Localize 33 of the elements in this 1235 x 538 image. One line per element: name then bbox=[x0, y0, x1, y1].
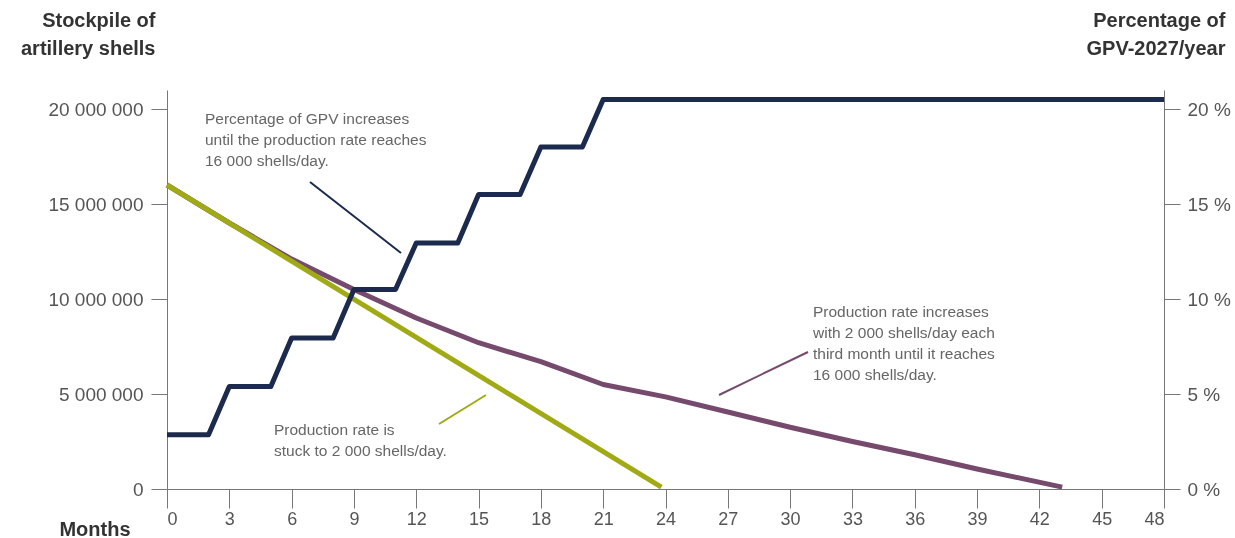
x-tick-label: 33 bbox=[842, 508, 863, 529]
y-tick-label: 5 000 000 bbox=[58, 383, 144, 405]
x-tick-label: 36 bbox=[905, 508, 926, 529]
x-tick-label: 27 bbox=[718, 508, 739, 529]
x-tick-label: 12 bbox=[406, 508, 427, 529]
x-tick-label: 42 bbox=[1029, 508, 1050, 529]
x-tick-label: 0 bbox=[167, 508, 178, 529]
y-tick-label: 15 000 000 bbox=[48, 193, 144, 215]
annotation: Production rate increases with 2 000 shells/day each third month until it reaches 16 000 shells/day. bbox=[812, 303, 996, 383]
y-tick-label: 10 000 000 bbox=[48, 288, 144, 310]
x-tick-label: 6 bbox=[287, 508, 298, 529]
y-axis-title: Stockpile of artillery shells bbox=[20, 8, 156, 59]
x-axis-title: Months bbox=[59, 517, 131, 538]
x-tick-label: 45 bbox=[1092, 508, 1113, 529]
x-tick-label: 21 bbox=[593, 508, 614, 529]
x-tick-label: 3 bbox=[224, 508, 235, 529]
y2-axis-title: Percentage of GPV-2027/year bbox=[1086, 8, 1226, 59]
annotation: Production rate is stuck to 2 000 shells/day. bbox=[274, 421, 447, 459]
y-tick-label: 20 000 000 bbox=[48, 98, 144, 120]
y2-tick-label: 10 % bbox=[1187, 288, 1231, 310]
x-tick-label: 9 bbox=[349, 508, 360, 529]
x-tick-label: 15 bbox=[469, 508, 490, 529]
y2-tick-label: 15 % bbox=[1187, 193, 1231, 215]
y2-tick-label: 0 % bbox=[1187, 478, 1221, 500]
y-tick-label: 0 bbox=[132, 478, 144, 500]
x-tick-label: 18 bbox=[531, 508, 552, 529]
annotation: Percentage of GPV increases until the production rate reaches 16 000 shells/day. bbox=[205, 110, 427, 169]
x-tick-label: 30 bbox=[780, 508, 801, 529]
y2-tick-label: 5 % bbox=[1187, 383, 1221, 405]
x-tick-label: 39 bbox=[967, 508, 988, 529]
x-tick-label: 48 bbox=[1144, 508, 1165, 529]
y2-tick-label: 20 % bbox=[1187, 98, 1231, 120]
x-tick-label: 24 bbox=[655, 508, 677, 529]
